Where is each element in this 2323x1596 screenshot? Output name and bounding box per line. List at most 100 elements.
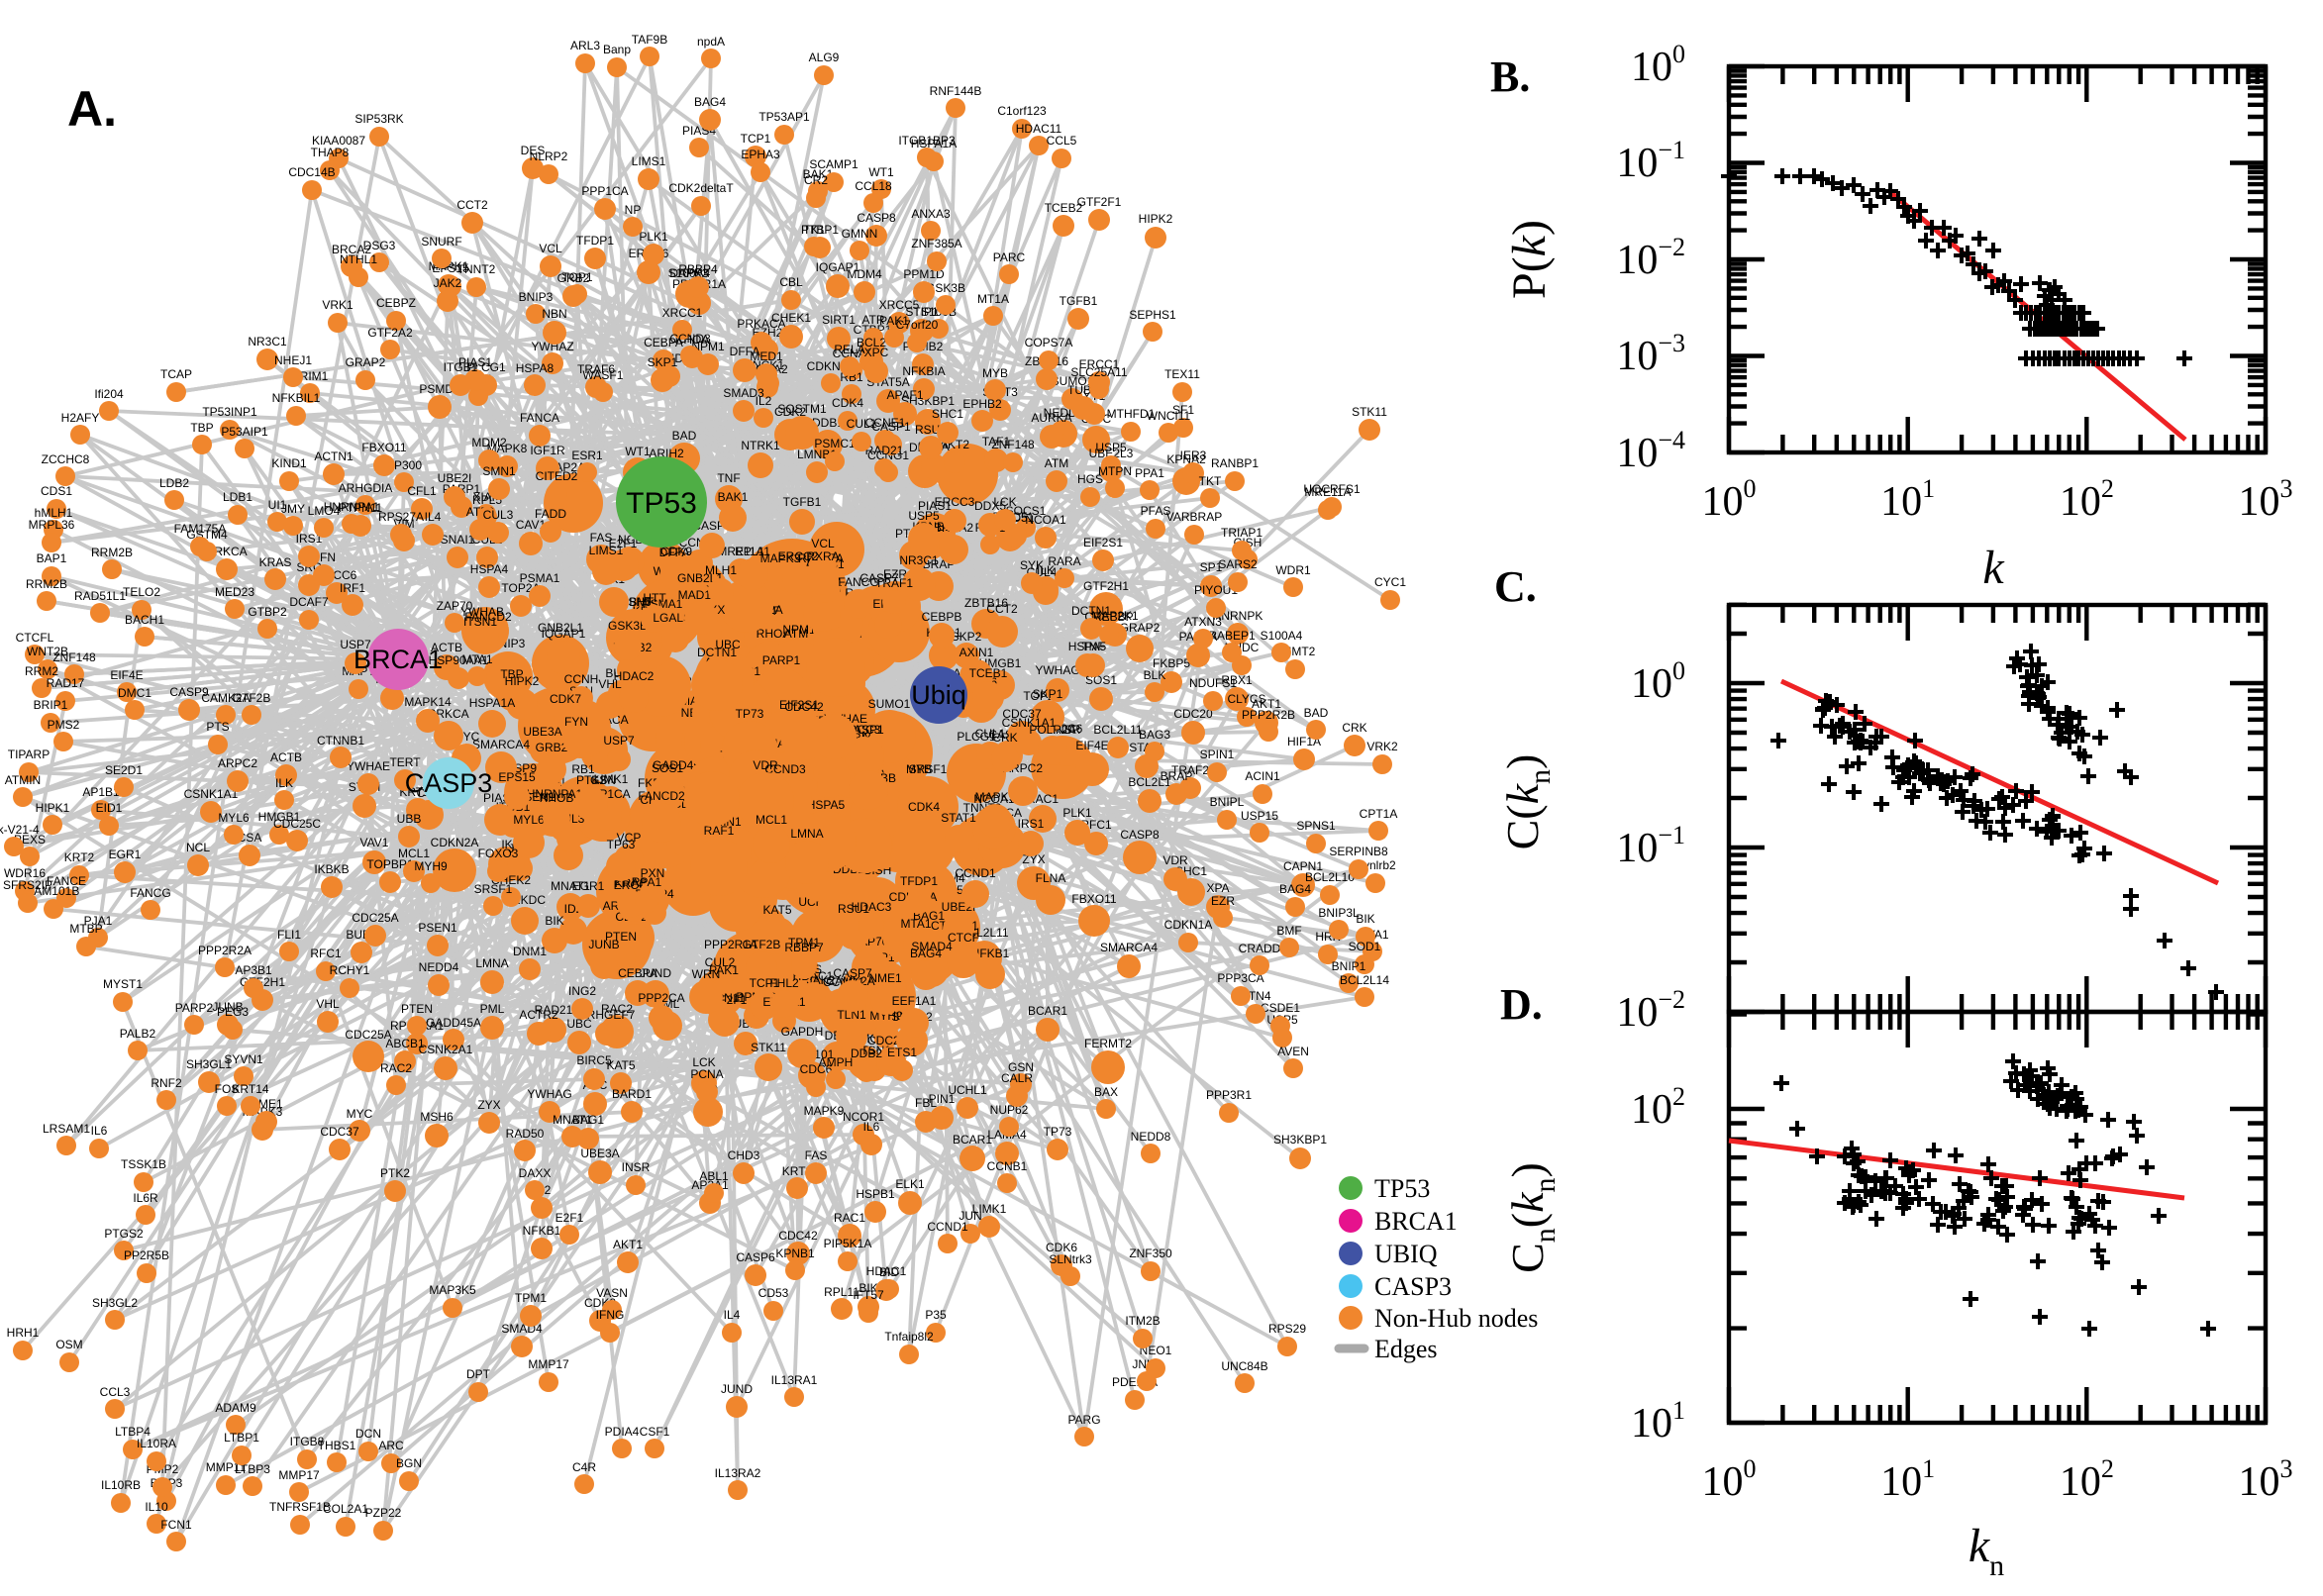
svg-text:TBP: TBP (190, 421, 213, 435)
svg-text:UBE3A: UBE3A (523, 725, 561, 739)
svg-text:Edges: Edges (1374, 1335, 1438, 1363)
svg-text:UBC: UBC (566, 1017, 592, 1031)
svg-text:BRCA1: BRCA1 (1374, 1207, 1458, 1236)
svg-text:NME1: NME1 (868, 971, 902, 985)
svg-text:CRK: CRK (992, 731, 1017, 745)
svg-text:DAXX: DAXX (519, 1166, 552, 1180)
svg-text:RPS29: RPS29 (1268, 1322, 1306, 1336)
svg-text:DMC1: DMC1 (118, 686, 152, 700)
svg-text:BGN: BGN (396, 1456, 422, 1470)
svg-text:CUL2: CUL2 (705, 955, 736, 969)
svg-text:HDAC2: HDAC2 (614, 669, 655, 683)
svg-text:GTF2A2: GTF2A2 (367, 326, 413, 340)
svg-text:AURKA: AURKA (1031, 411, 1071, 425)
svg-text:PARP1: PARP1 (762, 653, 801, 667)
svg-text:CASP3: CASP3 (1374, 1272, 1452, 1301)
svg-text:SRSF1: SRSF1 (474, 882, 513, 896)
svg-text:CTCFL: CTCFL (16, 631, 54, 645)
svg-text:CYC1: CYC1 (1374, 575, 1406, 589)
svg-text:npdA: npdA (697, 35, 725, 49)
svg-text:TP73: TP73 (736, 707, 764, 721)
svg-text:102: 102 (2060, 1454, 2114, 1505)
svg-text:USP5: USP5 (908, 509, 940, 523)
svg-text:GTF2B: GTF2B (233, 691, 271, 705)
svg-text:TCP1: TCP1 (741, 132, 771, 146)
svg-text:VDR: VDR (1162, 853, 1188, 867)
svg-text:APAF1: APAF1 (886, 388, 923, 402)
svg-text:TIPARP: TIPARP (8, 748, 50, 761)
svg-text:Non-Hub nodes: Non-Hub nodes (1374, 1304, 1538, 1333)
svg-text:STAT1: STAT1 (941, 811, 976, 825)
svg-text:S100A4: S100A4 (1261, 629, 1303, 643)
svg-text:IL10: IL10 (145, 1500, 168, 1514)
svg-text:SE2D1: SE2D1 (105, 763, 143, 777)
svg-text:CDK4: CDK4 (908, 800, 940, 814)
svg-text:IER3: IER3 (1180, 449, 1207, 462)
svg-text:FAS: FAS (805, 1148, 828, 1162)
svg-text:SPNS1: SPNS1 (1296, 819, 1336, 833)
svg-text:ZYX: ZYX (477, 1098, 500, 1112)
svg-text:E2F1: E2F1 (556, 1211, 584, 1225)
svg-text:DFFA: DFFA (730, 345, 760, 358)
svg-text:ITM2B: ITM2B (1125, 1314, 1160, 1328)
svg-text:SRSF1: SRSF1 (909, 762, 948, 776)
svg-text:IRS1: IRS1 (1018, 817, 1045, 831)
svg-text:IL13RA1: IL13RA1 (771, 1373, 818, 1387)
svg-text:LCK: LCK (993, 495, 1016, 509)
svg-text:PIN1: PIN1 (929, 1092, 956, 1106)
svg-text:102: 102 (2060, 474, 2114, 525)
svg-text:SMARCA4: SMARCA4 (1100, 941, 1158, 954)
svg-text:IL13RA2: IL13RA2 (715, 1466, 761, 1480)
svg-text:GRAP2: GRAP2 (346, 355, 386, 369)
svg-text:UBB: UBB (397, 812, 422, 826)
svg-text:GTBP2: GTBP2 (248, 605, 287, 619)
svg-text:TEX11: TEX11 (1164, 367, 1200, 381)
svg-text:ACTR2: ACTR2 (519, 1008, 558, 1022)
svg-text:NHEJ1: NHEJ1 (274, 353, 312, 367)
svg-text:RAC2: RAC2 (380, 1061, 412, 1075)
svg-text:SLC25A11: SLC25A11 (1070, 365, 1127, 379)
svg-text:KAT5: KAT5 (762, 903, 791, 917)
svg-text:CCL18: CCL18 (855, 179, 892, 193)
svg-text:EZR: EZR (1211, 894, 1235, 908)
svg-text:BNIP1: BNIP1 (1332, 959, 1366, 973)
svg-text:FBXO11: FBXO11 (361, 441, 406, 454)
svg-text:FHL2: FHL2 (769, 976, 799, 990)
svg-text:SYVN1: SYVN1 (224, 1052, 263, 1066)
svg-text:VDR: VDR (753, 758, 778, 772)
svg-text:B.: B. (1490, 52, 1530, 101)
svg-text:RPA1: RPA1 (632, 875, 662, 889)
svg-text:103: 103 (2239, 474, 2293, 525)
svg-text:CCNH: CCNH (564, 672, 599, 686)
svg-text:TCAP: TCAP (160, 367, 192, 381)
svg-text:DSG3: DSG3 (363, 239, 396, 252)
svg-text:WT1: WT1 (625, 445, 651, 458)
svg-text:ZNF148: ZNF148 (52, 650, 96, 664)
svg-text:ALG9: ALG9 (809, 50, 840, 64)
svg-text:TSSK1B: TSSK1B (121, 1157, 166, 1171)
svg-text:CCNB1: CCNB1 (987, 1159, 1028, 1173)
svg-text:CCL3: CCL3 (100, 1385, 131, 1399)
svg-text:TFDP1: TFDP1 (900, 874, 938, 888)
svg-text:CCT2: CCT2 (986, 602, 1018, 616)
svg-text:VCL: VCL (539, 242, 562, 255)
svg-text:PIP5K1A: PIP5K1A (824, 1237, 872, 1250)
svg-text:GRB2: GRB2 (557, 271, 590, 285)
svg-text:MYH9: MYH9 (414, 859, 448, 873)
svg-text:ZCCHC8: ZCCHC8 (42, 452, 90, 466)
svg-text:KIND1: KIND1 (271, 456, 307, 470)
svg-text:ACIN1: ACIN1 (1245, 769, 1280, 783)
svg-text:EID1: EID1 (96, 801, 123, 815)
svg-text:IGF1R: IGF1R (530, 444, 565, 457)
svg-text:CITED2: CITED2 (536, 469, 578, 483)
svg-text:BCAR1: BCAR1 (953, 1133, 992, 1147)
svg-text:CDC20: CDC20 (1173, 707, 1213, 721)
svg-text:LMO4: LMO4 (308, 504, 341, 518)
svg-text:MED23: MED23 (215, 585, 254, 599)
svg-text:10−1: 10−1 (1616, 821, 1685, 871)
svg-text:kn: kn (1969, 1520, 2004, 1582)
svg-text:BAK1: BAK1 (718, 490, 749, 504)
svg-text:NR3C1: NR3C1 (248, 335, 287, 349)
svg-text:ARHGDIA: ARHGDIA (339, 481, 393, 495)
svg-text:IL10RB: IL10RB (101, 1478, 141, 1492)
